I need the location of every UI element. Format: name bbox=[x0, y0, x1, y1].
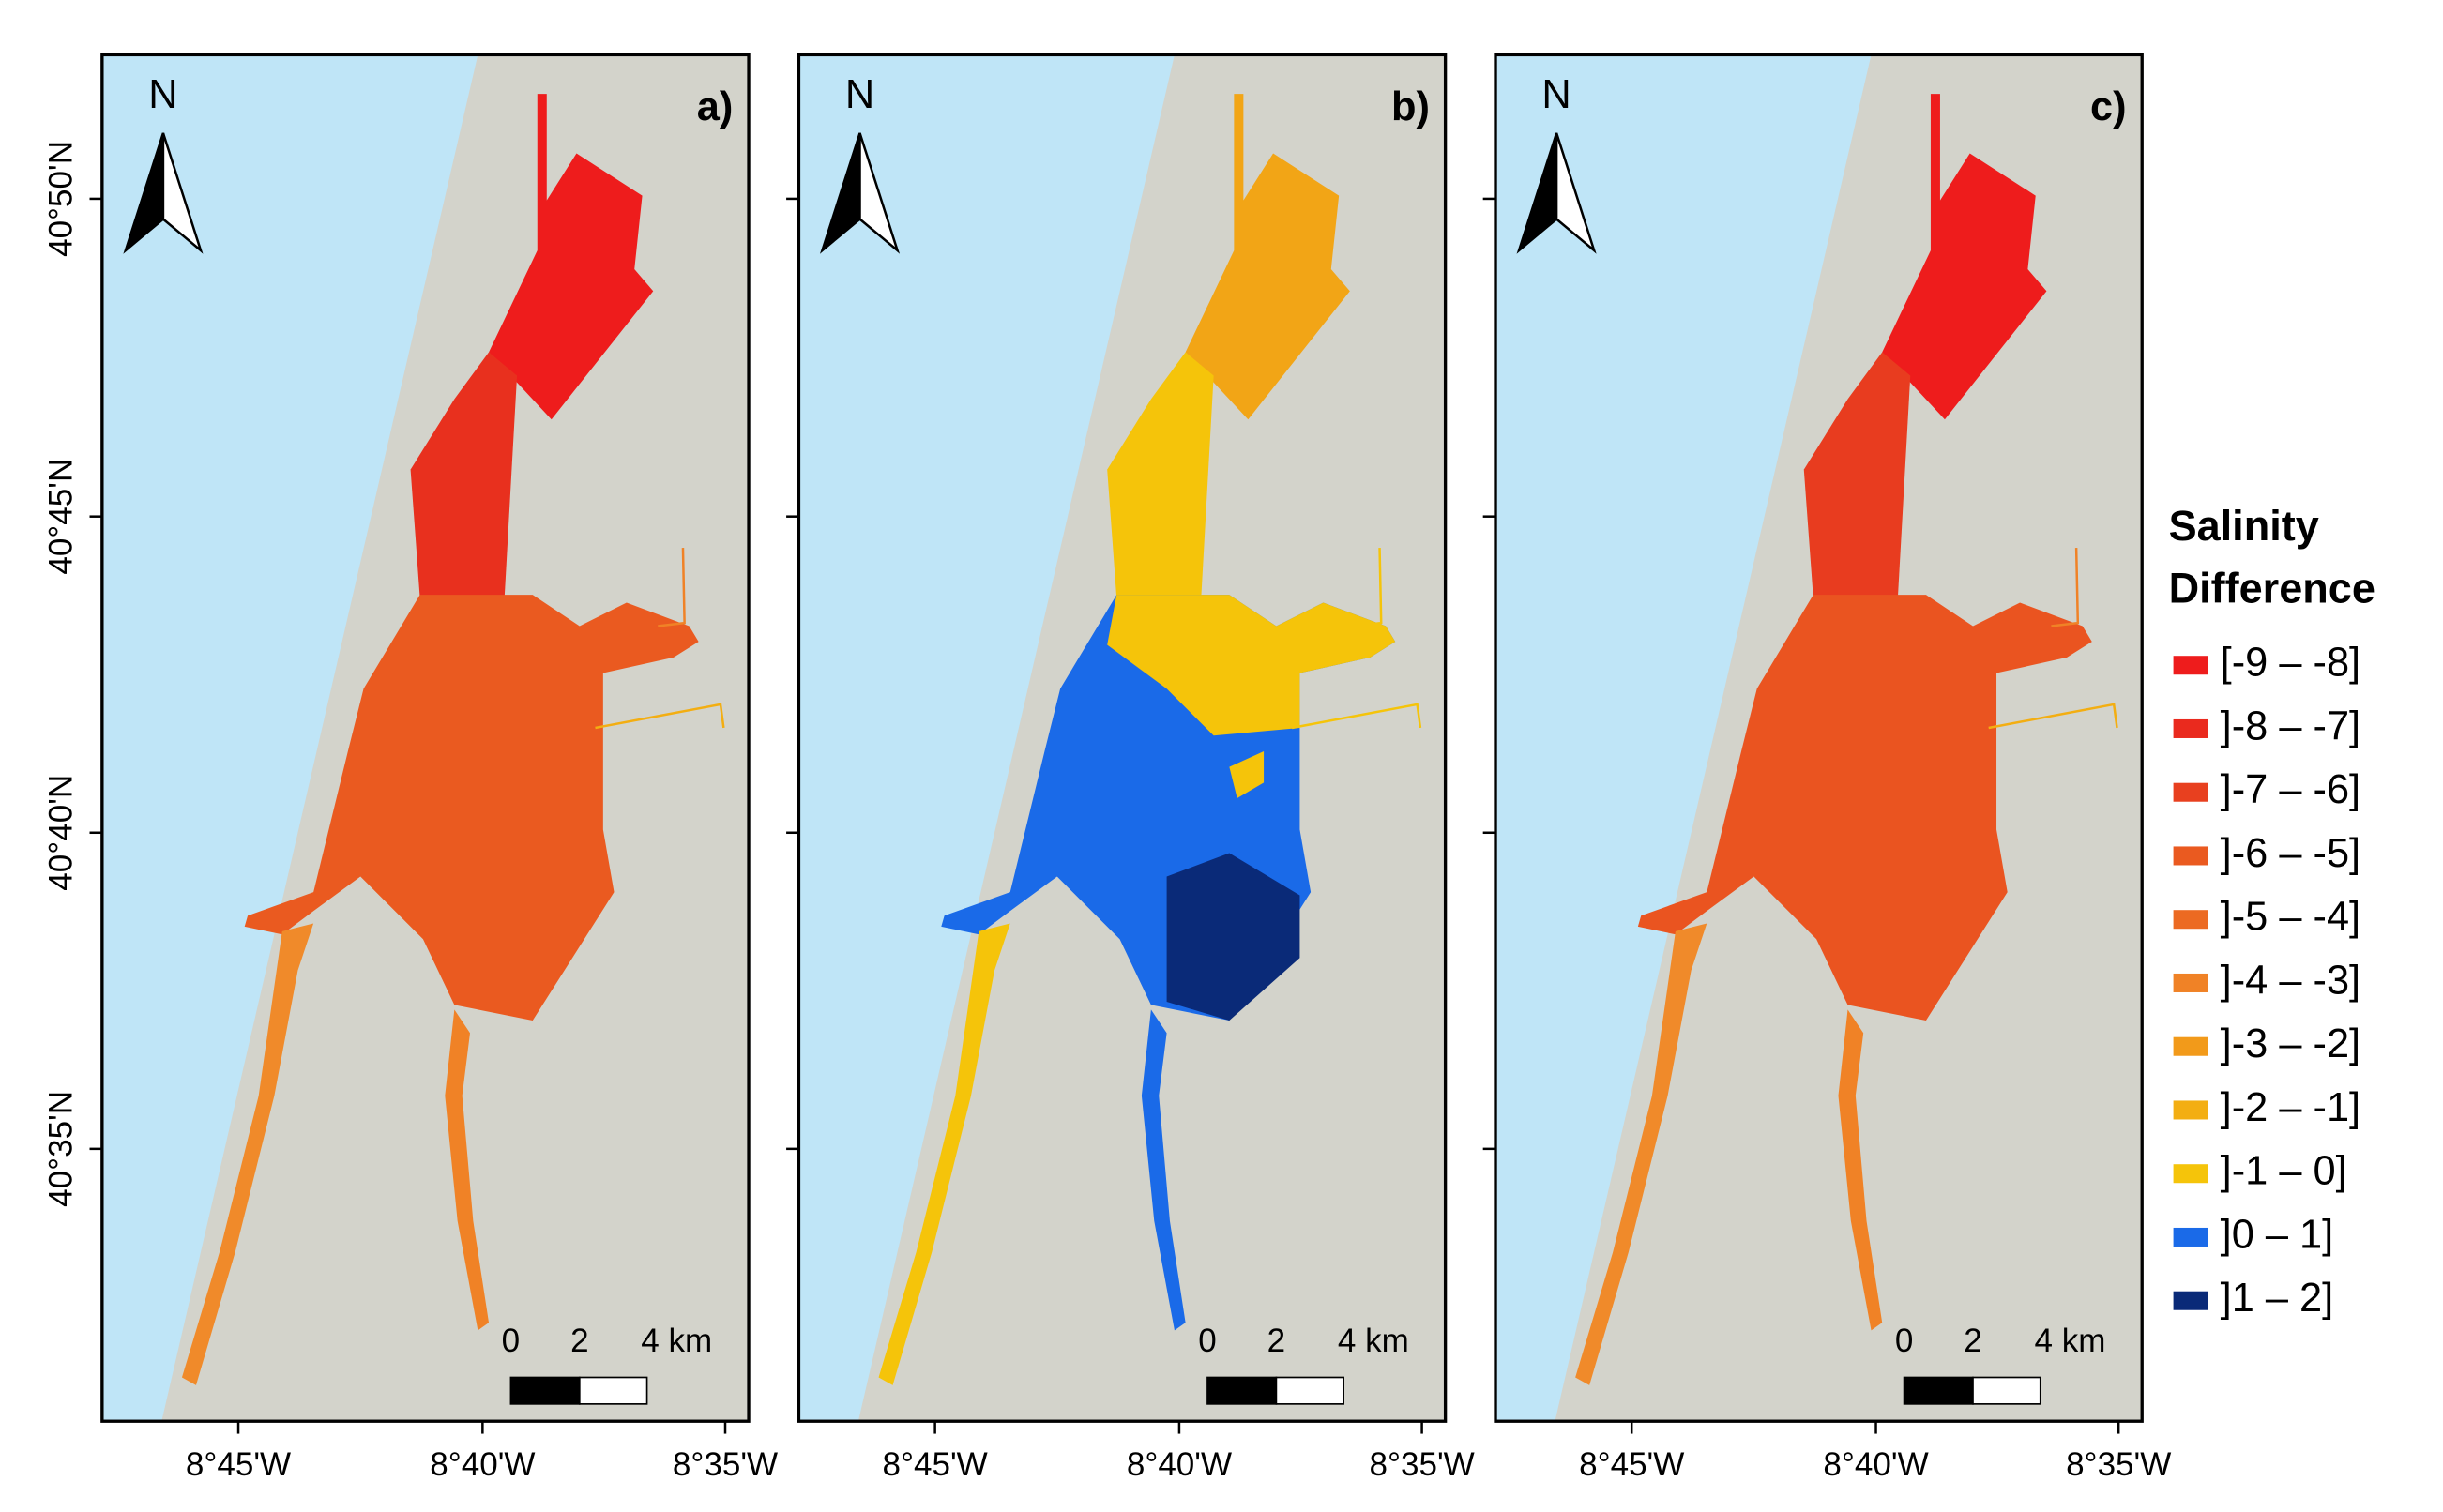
scale-bar bbox=[509, 1376, 581, 1405]
scale-label: 2 bbox=[1964, 1323, 1981, 1359]
lagoon-region bbox=[1637, 595, 2092, 1021]
scale-label: 0 bbox=[1198, 1323, 1216, 1359]
legend: Salinity Difference [-9 – -8] ]-8 – -7] ]-7 … bbox=[2169, 502, 2375, 1321]
panel-frame bbox=[797, 53, 1448, 1423]
legend-swatch bbox=[2173, 846, 2208, 866]
legend-label: ]-7 – -6] bbox=[2221, 767, 2360, 812]
sea bbox=[798, 54, 1175, 1422]
lagoon-region bbox=[1185, 94, 1350, 420]
legend-swatch bbox=[2173, 910, 2208, 930]
legend-swatch bbox=[2173, 782, 2208, 802]
lon-label: 8°45'W bbox=[186, 1446, 291, 1483]
lagoon-region bbox=[1141, 1009, 1186, 1331]
lagoon-region bbox=[1575, 923, 1707, 1385]
map-panel: c) N 0 2 4 km 8°45'W 8°40'W 8°35'W bbox=[1482, 53, 2171, 1483]
lat-label: 40°50'N bbox=[42, 141, 79, 257]
sea bbox=[101, 54, 478, 1422]
legend-swatch bbox=[2173, 718, 2208, 738]
channel bbox=[1291, 703, 1422, 730]
legend-swatch bbox=[2173, 1100, 2208, 1120]
lat-label: 40°45'N bbox=[42, 459, 79, 575]
north-label: N bbox=[845, 72, 874, 117]
north-arrow bbox=[858, 132, 901, 254]
north-label: N bbox=[148, 72, 177, 117]
lagoon-region bbox=[410, 352, 518, 598]
scale-bar bbox=[1206, 1376, 1278, 1405]
scale-label: 4 km bbox=[1338, 1323, 1409, 1359]
lagoon-region bbox=[489, 94, 654, 420]
lagoon-region bbox=[244, 595, 699, 1021]
scale-label: 4 km bbox=[2034, 1323, 2105, 1359]
legend-label: ]-8 – -7] bbox=[2221, 703, 2360, 748]
lagoon-region bbox=[1229, 750, 1265, 799]
scale-bar bbox=[1275, 1376, 1344, 1405]
channel bbox=[595, 703, 725, 730]
lat-label: 40°35'N bbox=[42, 1091, 79, 1207]
lagoon-region bbox=[181, 923, 314, 1385]
lagoon-region bbox=[1882, 94, 2047, 420]
scale-label: 0 bbox=[1895, 1323, 1913, 1359]
scale-label: 4 km bbox=[641, 1323, 712, 1359]
legend-label: ]-4 – -3] bbox=[2221, 958, 2360, 1003]
lon-label: 8°45'W bbox=[1579, 1446, 1684, 1483]
scale-bar bbox=[578, 1376, 648, 1405]
panel-frame bbox=[100, 53, 751, 1423]
channel bbox=[658, 548, 686, 627]
map-panel: a) N 0 2 4 km 40°50'N 40°45'N 40°40'N 40°35'N 8°4… bbox=[42, 53, 778, 1483]
legend-swatch bbox=[2173, 1164, 2208, 1184]
lon-label: 8°35'W bbox=[673, 1446, 778, 1483]
lon-label: 8°40'W bbox=[430, 1446, 535, 1483]
legend-swatch bbox=[2173, 656, 2208, 675]
legend-label: ]-5 – -4] bbox=[2221, 895, 2360, 940]
lon-label: 8°45'W bbox=[883, 1446, 988, 1483]
lagoon-region bbox=[878, 923, 1010, 1385]
panel-label: b) bbox=[1391, 84, 1430, 129]
legend-label: ]-6 – -5] bbox=[2221, 831, 2360, 876]
legend-label: ]-3 – -2] bbox=[2221, 1021, 2360, 1066]
lagoon-region bbox=[1838, 1009, 1883, 1331]
legend-label: ]0 – 1] bbox=[2221, 1212, 2334, 1257]
legend-label: ]-1 – 0] bbox=[2221, 1149, 2347, 1194]
legend-swatch bbox=[2173, 973, 2208, 992]
north-label: N bbox=[1541, 72, 1570, 117]
scale-bar bbox=[1903, 1376, 1974, 1405]
legend-swatch bbox=[2173, 1036, 2208, 1056]
scale-label: 2 bbox=[1267, 1323, 1285, 1359]
north-arrow bbox=[161, 132, 204, 254]
lon-label: 8°40'W bbox=[1127, 1446, 1232, 1483]
north-arrow bbox=[1555, 132, 1597, 254]
legend-label: ]1 – 2] bbox=[2221, 1276, 2334, 1321]
legend-label: [-9 – -8] bbox=[2221, 641, 2360, 686]
channel bbox=[2051, 548, 2080, 627]
legend-swatch bbox=[2173, 1291, 2208, 1310]
scale-bar bbox=[1972, 1376, 2041, 1405]
panel-label: a) bbox=[697, 84, 734, 129]
lon-label: 8°35'W bbox=[2066, 1446, 2171, 1483]
legend-label: ]-2 – -1] bbox=[2221, 1085, 2360, 1130]
lagoon-region bbox=[445, 1009, 490, 1331]
sea bbox=[1495, 54, 1872, 1422]
lagoon-region bbox=[1803, 352, 1911, 598]
map-panel: b) N 0 2 4 km 8°45'W 8°40'W 8°35'W bbox=[786, 53, 1475, 1483]
lat-label: 40°40'N bbox=[42, 775, 79, 891]
legend-title: Salinity bbox=[2169, 502, 2319, 550]
lagoon-region bbox=[1107, 595, 1396, 736]
panel-frame bbox=[1494, 53, 2144, 1423]
scale-label: 2 bbox=[570, 1323, 588, 1359]
lon-label: 8°40'W bbox=[1823, 1446, 1928, 1483]
panel-label: c) bbox=[2090, 84, 2127, 129]
scale-label: 0 bbox=[502, 1323, 520, 1359]
lagoon-region bbox=[1107, 352, 1214, 598]
channel bbox=[1988, 703, 2118, 730]
lagoon-region bbox=[1166, 853, 1300, 1021]
legend-swatch bbox=[2173, 1227, 2208, 1247]
lon-label: 8°35'W bbox=[1369, 1446, 1474, 1483]
legend-title: Difference bbox=[2169, 565, 2375, 612]
